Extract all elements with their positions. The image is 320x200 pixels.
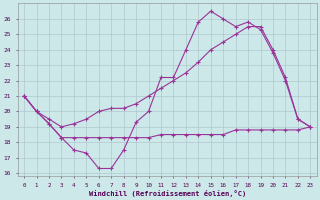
X-axis label: Windchill (Refroidissement éolien,°C): Windchill (Refroidissement éolien,°C) [89,190,246,197]
